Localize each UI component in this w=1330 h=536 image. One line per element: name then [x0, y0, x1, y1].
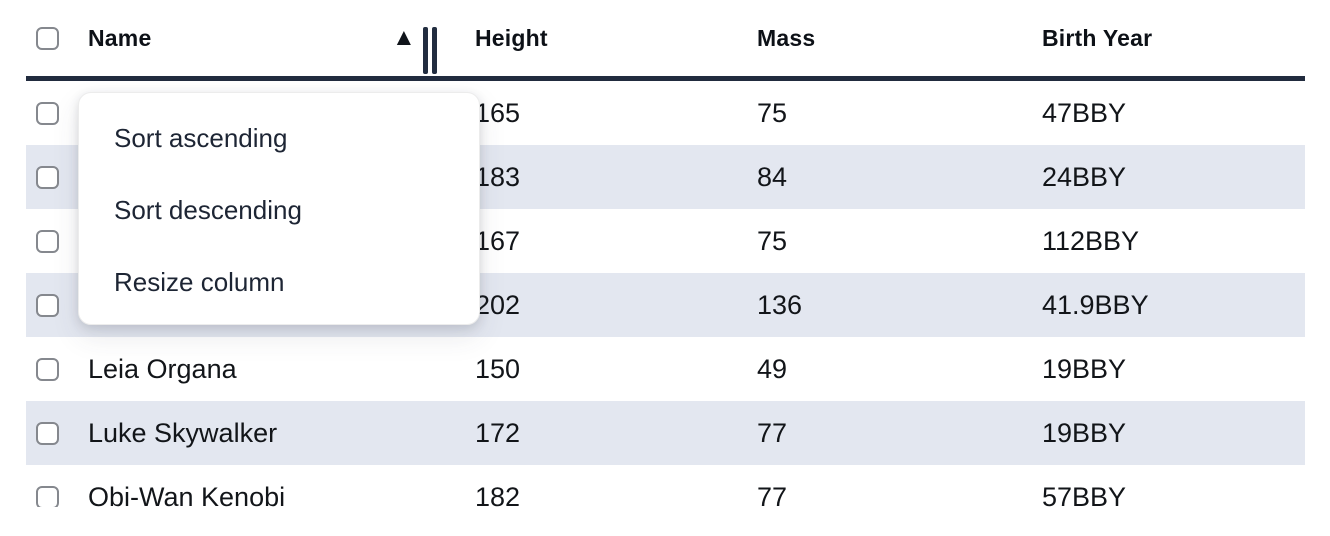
- column-header-height[interactable]: Height: [475, 24, 548, 51]
- cell-birth-year: 19BBY: [1042, 353, 1127, 384]
- column-resize-handle[interactable]: [423, 27, 437, 74]
- column-header-birth-year[interactable]: Birth Year: [1042, 24, 1153, 51]
- column-context-menu: Sort ascending Sort descending Resize co…: [78, 92, 480, 325]
- cell-mass: 49: [757, 353, 788, 384]
- cell-mass: 84: [757, 161, 788, 192]
- menu-item-resize-column[interactable]: Resize column: [114, 266, 285, 297]
- cell-height: 167: [475, 225, 521, 256]
- table-header-row: Name Height Mass Birth Year ▲: [26, 0, 1305, 81]
- data-table-viewport: Name Height Mass Birth Year ▲ 165 75 47B…: [26, 0, 1305, 507]
- cell-mass: 136: [757, 289, 803, 320]
- row-checkbox[interactable]: [36, 229, 59, 253]
- cell-height: 150: [475, 353, 521, 384]
- table-row: Obi-Wan Kenobi 182 77 57BBY: [26, 465, 1305, 507]
- column-header-name[interactable]: Name: [88, 24, 152, 51]
- cell-height: 165: [475, 97, 521, 128]
- sort-ascending-triangle-icon: ▲: [392, 24, 416, 51]
- column-header-mass[interactable]: Mass: [757, 24, 816, 51]
- cell-height: 202: [475, 289, 521, 320]
- cell-height: 172: [475, 417, 521, 448]
- row-checkbox[interactable]: [36, 485, 59, 507]
- cell-mass: 77: [757, 481, 788, 508]
- cell-mass: 77: [757, 417, 788, 448]
- cell-name: Leia Organa: [88, 353, 237, 384]
- cell-name: Obi-Wan Kenobi: [88, 481, 286, 508]
- row-checkbox[interactable]: [36, 293, 59, 317]
- resize-bar-icon: [423, 27, 428, 74]
- cell-birth-year: 57BBY: [1042, 481, 1127, 508]
- row-checkbox[interactable]: [36, 421, 59, 445]
- header-checkbox-cell: [26, 26, 88, 50]
- cell-birth-year: 41.9BBY: [1042, 289, 1149, 320]
- select-all-checkbox[interactable]: [36, 26, 59, 50]
- cell-mass: 75: [757, 97, 788, 128]
- cell-birth-year: 47BBY: [1042, 97, 1127, 128]
- resize-bar-icon: [432, 27, 437, 74]
- cell-height: 182: [475, 481, 521, 508]
- menu-item-sort-descending[interactable]: Sort descending: [114, 194, 302, 225]
- table-row: Leia Organa 150 49 19BBY: [26, 337, 1305, 401]
- cell-birth-year: 24BBY: [1042, 161, 1127, 192]
- row-checkbox[interactable]: [36, 165, 59, 189]
- row-checkbox[interactable]: [36, 101, 59, 125]
- menu-item-sort-ascending[interactable]: Sort ascending: [114, 122, 288, 153]
- cell-birth-year: 112BBY: [1042, 225, 1140, 256]
- cell-mass: 75: [757, 225, 788, 256]
- row-checkbox[interactable]: [36, 357, 59, 381]
- cell-name: Luke Skywalker: [88, 417, 278, 448]
- data-table: Name Height Mass Birth Year ▲ 165 75 47B…: [26, 0, 1305, 507]
- cell-height: 183: [475, 161, 521, 192]
- table-row: Luke Skywalker 172 77 19BBY: [26, 401, 1305, 465]
- cell-birth-year: 19BBY: [1042, 417, 1127, 448]
